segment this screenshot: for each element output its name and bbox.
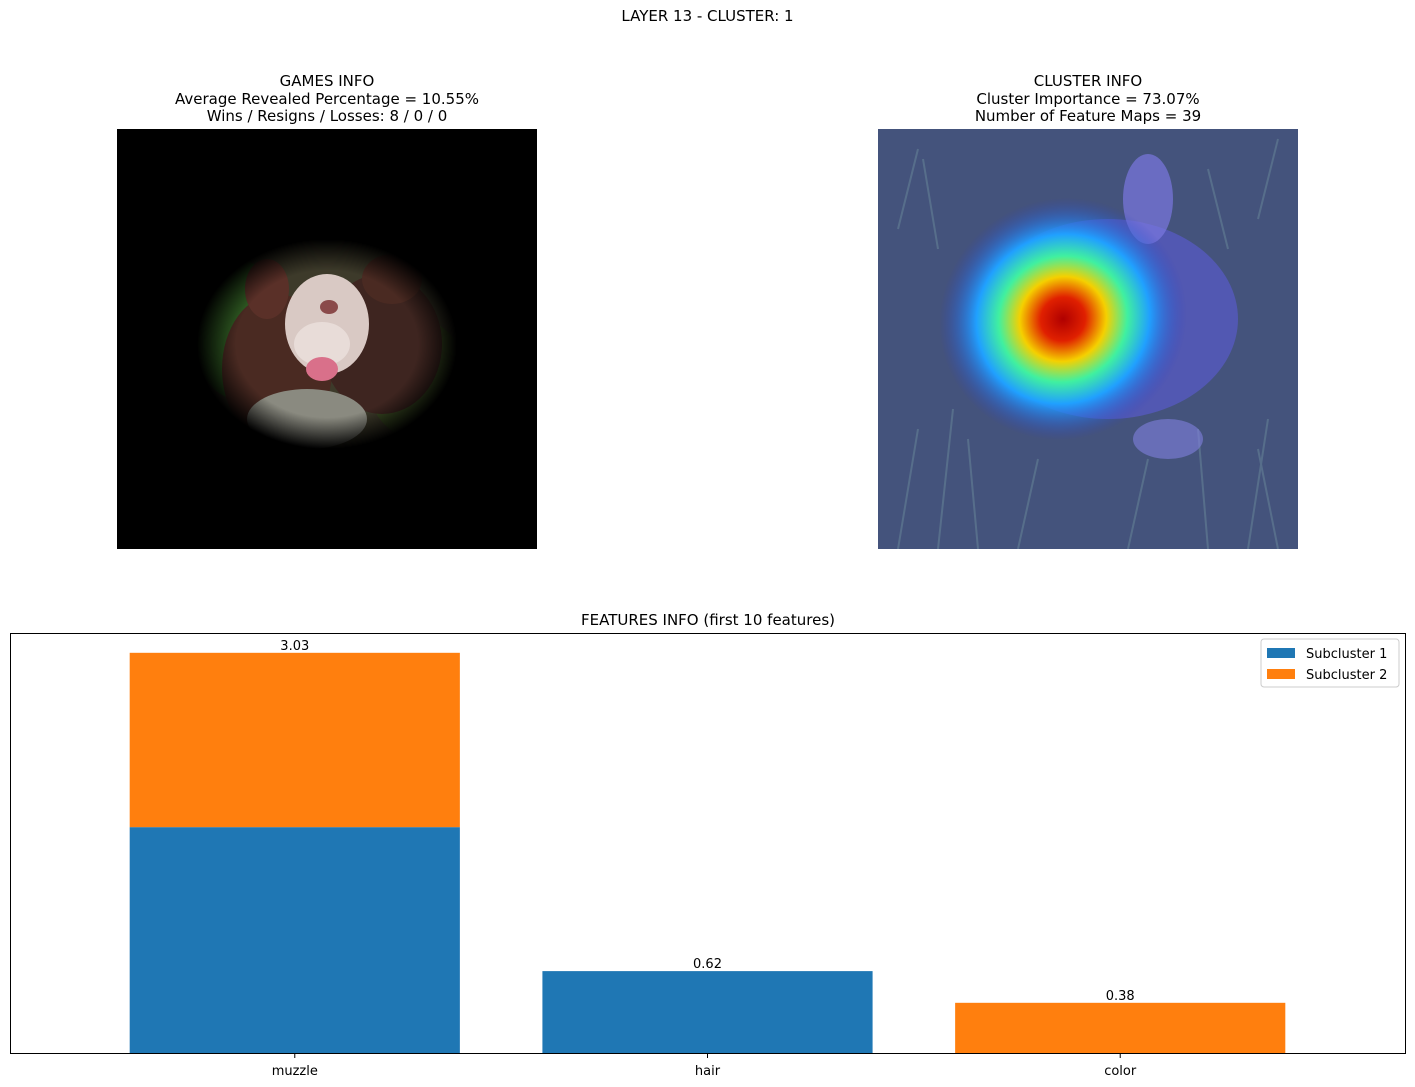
- x-tick-label-color: color: [1104, 1064, 1137, 1079]
- games-info-wins-resigns-losses: Wins / Resigns / Losses: 8 / 0 / 0: [206, 107, 448, 125]
- bar-total-label-muzzle: 3.03: [280, 639, 309, 654]
- bar-total-label-hair: 0.62: [693, 957, 722, 972]
- figure-suptitle: LAYER 13 - CLUSTER: 1: [621, 7, 794, 25]
- games-info-heading: GAMES INFO: [279, 72, 375, 90]
- legend-swatch-subcluster-2: [1267, 669, 1295, 679]
- cluster-info-feature-maps: Number of Feature Maps = 39: [974, 107, 1202, 125]
- features-info-title: FEATURES INFO (first 10 features): [581, 611, 835, 629]
- bar-total-label-color: 0.38: [1106, 989, 1135, 1004]
- cluster-info-importance: Cluster Importance = 73.07%: [976, 89, 1200, 108]
- games-info-title: GAMES INFO Average Revealed Percentage =…: [117, 72, 537, 126]
- cluster-info-title: CLUSTER INFO Cluster Importance = 73.07%…: [878, 72, 1298, 126]
- chart-legend: Subcluster 1 Subcluster 2: [1260, 638, 1400, 688]
- legend-label-subcluster-1: Subcluster 1: [1306, 647, 1387, 662]
- cluster-heatmap-image: [878, 129, 1298, 549]
- cluster-info-heading: CLUSTER INFO: [1033, 72, 1143, 90]
- bar-muzzle-subcluster-2: [129, 652, 460, 828]
- masked-dog-image: [117, 129, 537, 549]
- games-info-revealed-percentage: Average Revealed Percentage = 10.55%: [174, 89, 479, 108]
- legend-label-subcluster-2: Subcluster 2: [1306, 668, 1387, 683]
- bar-muzzle-subcluster-1: [129, 827, 460, 1053]
- x-tick-label-muzzle: muzzle: [272, 1064, 318, 1079]
- bar-hair-subcluster-1: [542, 971, 873, 1053]
- legend-frame: [1260, 638, 1400, 688]
- bar-color-subcluster-2: [955, 1002, 1286, 1053]
- legend-swatch-subcluster-1: [1267, 648, 1295, 658]
- x-tick-label-hair: hair: [695, 1064, 721, 1079]
